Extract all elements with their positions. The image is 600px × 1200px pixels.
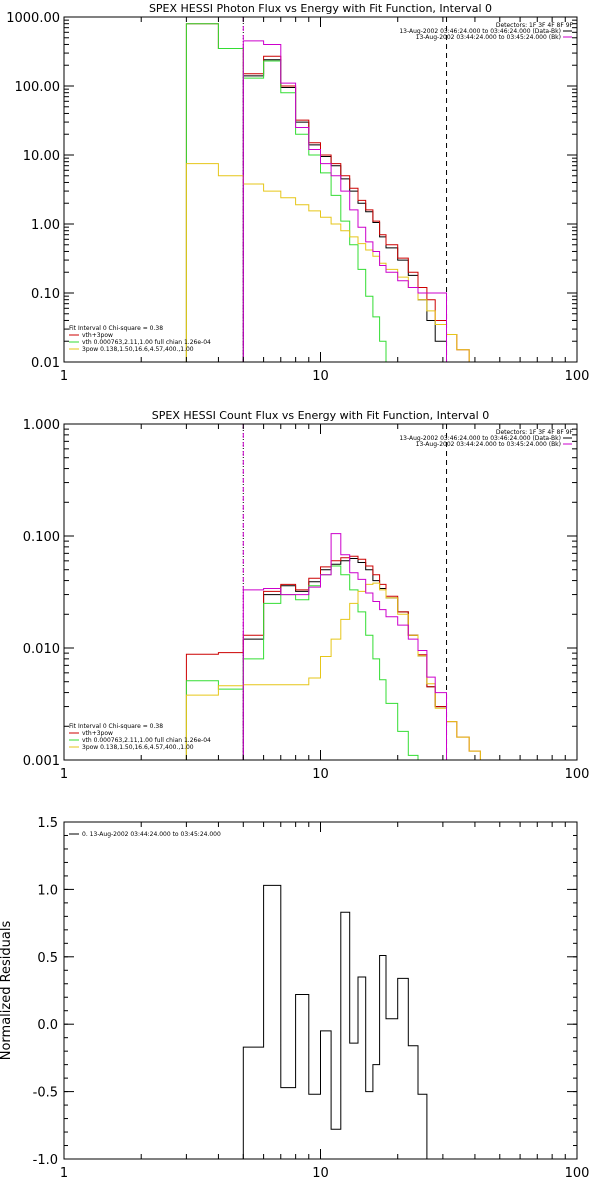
x-tick-label: 1 (60, 369, 68, 384)
plot-area (242, 884, 436, 1159)
plot-area (185, 424, 491, 760)
y-tick-label: 0.5 (37, 951, 58, 966)
series-line-5 (242, 40, 447, 362)
legend-label: vth 0.000763,2.11,1.00 full chian 1.26e-… (82, 339, 211, 346)
x-tick-label: 10 (312, 1166, 329, 1181)
series-line-2 (185, 23, 470, 362)
y-tick-label: 0.10 (31, 287, 60, 302)
series-line-2 (185, 555, 481, 760)
y-tick-label: 1.000 (23, 418, 60, 433)
y-tick-label: 1000.00 (6, 11, 60, 26)
y-tick-label: 1.00 (31, 218, 60, 233)
y-tick-label: 100.00 (15, 80, 61, 95)
legend-detectors: Detectors: 1F 3F 4F 8F 9F (496, 429, 574, 436)
y-tick-label: 0.100 (23, 530, 60, 545)
y-tick-label: -0.5 (33, 1086, 58, 1101)
series-line-1 (242, 59, 447, 362)
chart-panel-3: 1 10 100 -1.0 -0.5 0.0 0.5 1.0 1.5 Normalized Res… (0, 816, 589, 1181)
chart-title: SPEX HESSI Count Flux vs Energy with Fit… (152, 409, 489, 422)
legend-title: Fit Interval 0 Chi-square = 0.38 (69, 723, 163, 730)
series-line-4 (185, 163, 470, 362)
series-line-4 (185, 582, 491, 760)
legend-label: vth+3pow (82, 332, 113, 339)
series-line-1 (242, 884, 436, 1159)
x-tick-label: 100 (565, 767, 590, 782)
legend-label: 13-Aug-2002 03:44:24.000 to 03:45:24.000… (416, 34, 561, 41)
chart-panel-1: SPEX HESSI Photon Flux vs Energy with Fi… (6, 2, 589, 384)
x-tick-label: 1 (60, 767, 68, 782)
legend-title: Fit Interval 0 Chi-square = 0.38 (69, 325, 163, 332)
legend-label: 13-Aug-2002 03:46:24.000 to 03:46:24.000… (399, 28, 561, 35)
plot-frame (63, 423, 578, 761)
legend-label: vth+3pow (82, 730, 113, 737)
legend-label: 13-Aug-2002 03:44:24.000 to 03:45:24.000… (416, 441, 561, 448)
chart-title: SPEX HESSI Photon Flux vs Energy with Fi… (149, 2, 492, 15)
x-tick-label: 10 (312, 767, 329, 782)
x-tick-label: 100 (565, 369, 590, 384)
series-line-5 (242, 533, 447, 760)
legend-label: vth 0.000763,2.11,1.00 full chian 1.26e-… (82, 737, 211, 744)
legend-detectors: Detectors: 1F 3F 4F 8F 9F (496, 22, 574, 29)
plot-frame (63, 821, 578, 1160)
x-tick-label: 100 (565, 1166, 590, 1181)
y-tick-label: 0.010 (23, 642, 60, 657)
chart-panel-2: SPEX HESSI Count Flux vs Energy with Fit… (23, 409, 590, 782)
x-tick-label: 10 (312, 369, 329, 384)
series-line-3 (185, 23, 409, 362)
legend-label: 0. 13-Aug-2002 03:44:24.000 to 03:45:24.… (82, 831, 221, 838)
x-tick-label: 1 (60, 1166, 68, 1181)
legend-label: 3pow 0.138,1.50,16.6,4.57,400.,1.00 (82, 346, 194, 353)
y-tick-label: 1.5 (37, 816, 58, 831)
y-tick-label: 0.0 (37, 1018, 58, 1033)
y-tick-label: 1.0 (37, 883, 58, 898)
plot-frame (63, 16, 578, 363)
legend-label: 13-Aug-2002 03:46:24.000 to 03:46:24.000… (399, 435, 561, 442)
y-tick-label: 0.001 (23, 754, 60, 769)
plot-area (185, 17, 470, 362)
y-tick-label: -1.0 (33, 1153, 58, 1168)
y-tick-label: 0.01 (31, 356, 60, 371)
series-line-3 (185, 565, 419, 760)
y-axis-label: Normalized Residuals (0, 921, 14, 1061)
y-tick-label: 10.00 (23, 149, 60, 164)
legend-label: 3pow 0.138,1.50,16.6,4.57,400.,1.00 (82, 744, 194, 751)
